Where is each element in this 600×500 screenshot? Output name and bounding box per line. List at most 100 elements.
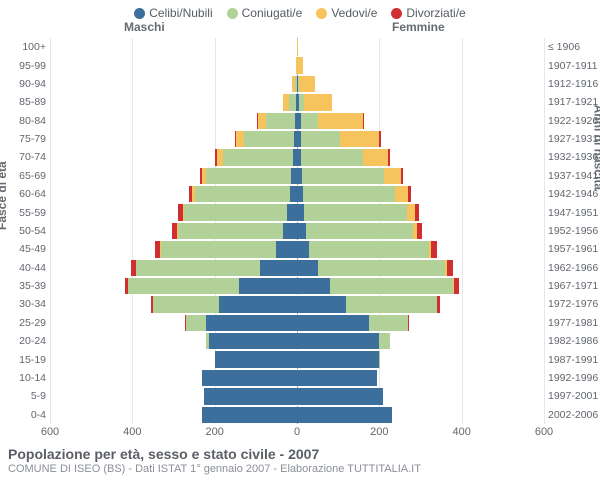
x-tick-label: 600	[535, 426, 553, 438]
bar-segment	[297, 241, 309, 257]
male-bar	[204, 388, 297, 404]
age-label: 90-94	[6, 78, 46, 90]
legend-dot-icon	[316, 8, 327, 19]
birth-year-label: 1982-1986	[548, 335, 600, 347]
birth-year-label: 1927-1931	[548, 133, 600, 145]
birth-year-label: 1922-1926	[548, 115, 600, 127]
female-bar	[297, 76, 315, 92]
bar-segment	[301, 113, 317, 129]
legend-item: Celibi/Nubili	[134, 6, 212, 20]
bar-segment	[415, 204, 419, 220]
legend-item: Coniugati/e	[227, 6, 303, 20]
female-bar	[297, 223, 422, 239]
pyramid-row: 100+≤ 1906	[50, 38, 544, 56]
bar-segment	[297, 370, 377, 386]
female-bar	[297, 57, 303, 73]
bar-segment	[301, 131, 340, 147]
male-bar	[257, 113, 297, 129]
birth-year-label: 1912-1916	[548, 78, 600, 90]
bar-segment	[178, 223, 283, 239]
population-pyramid-chart: Celibi/Nubili Coniugati/e Vedovi/e Divorzia…	[0, 0, 600, 500]
bar-segment	[340, 131, 379, 147]
pyramid-row: 75-791927-1931	[50, 130, 544, 148]
pyramid-row: 25-291977-1981	[50, 314, 544, 332]
bar-segment	[202, 370, 297, 386]
bar-segment	[363, 113, 364, 129]
bar-segment	[260, 260, 297, 276]
bar-segment	[276, 241, 297, 257]
bar-segment	[309, 241, 428, 257]
bar-segment	[299, 76, 315, 92]
age-label: 65-69	[6, 170, 46, 182]
bar-segment	[304, 94, 333, 110]
pyramid-row: 65-691937-1941	[50, 167, 544, 185]
female-bar	[297, 315, 409, 331]
male-bar	[155, 241, 297, 257]
pyramid-row: 60-641942-1946	[50, 185, 544, 203]
pyramid-row: 45-491957-1961	[50, 240, 544, 258]
bar-segment	[388, 149, 390, 165]
header-male: Maschi	[124, 20, 165, 34]
bar-segment	[407, 204, 414, 220]
bar-segment	[363, 149, 388, 165]
birth-year-label: 1932-1936	[548, 151, 600, 163]
x-tick-label: 400	[452, 426, 470, 438]
column-headers: Maschi Femmine	[0, 20, 600, 38]
legend-label: Divorziati/e	[406, 6, 465, 20]
chart-footer: Popolazione per età, sesso e stato civil…	[0, 440, 600, 475]
legend-dot-icon	[134, 8, 145, 19]
bar-segment	[283, 223, 297, 239]
bar-segment	[297, 204, 304, 220]
bar-segment	[161, 241, 276, 257]
pyramid-row: 10-141992-1996	[50, 369, 544, 387]
male-bar	[172, 223, 297, 239]
legend-item: Divorziati/e	[391, 6, 465, 20]
birth-year-label: 2002-2006	[548, 409, 600, 421]
bar-segment	[297, 223, 306, 239]
bar-segment	[306, 223, 413, 239]
birth-year-label: 1987-1991	[548, 354, 600, 366]
female-bar	[297, 388, 383, 404]
pyramid-row: 80-841922-1926	[50, 112, 544, 130]
legend-label: Vedovi/e	[331, 6, 377, 20]
bar-segment	[346, 296, 437, 312]
bar-segment	[318, 260, 446, 276]
female-bar	[297, 260, 453, 276]
bar-segment	[219, 296, 297, 312]
age-label: 35-39	[6, 280, 46, 292]
bar-segment	[318, 113, 363, 129]
pyramid-row: 55-591947-1951	[50, 203, 544, 221]
age-label: 85-89	[6, 96, 46, 108]
birth-year-label: 1942-1946	[548, 188, 600, 200]
female-bar	[297, 131, 381, 147]
male-bar	[189, 186, 297, 202]
bar-segment	[417, 223, 422, 239]
female-bar	[297, 370, 377, 386]
bar-segment	[258, 113, 266, 129]
x-axis: 6004002000200400600	[50, 424, 544, 440]
bar-segment	[204, 388, 297, 404]
bar-segment	[408, 186, 411, 202]
female-bar	[297, 296, 440, 312]
bar-segment	[215, 351, 297, 367]
pyramid-row: 35-391967-1971	[50, 277, 544, 295]
male-bar	[215, 351, 297, 367]
plot-area: 100+≤ 190695-991907-191190-941912-191685…	[50, 38, 544, 424]
bar-segment	[297, 296, 346, 312]
age-label: 20-24	[6, 335, 46, 347]
pyramid-row: 5-91997-2001	[50, 387, 544, 405]
bar-segment	[297, 315, 369, 331]
bar-segment	[236, 131, 244, 147]
male-bar	[215, 149, 297, 165]
pyramid-row: 0-42002-2006	[50, 406, 544, 424]
age-label: 30-34	[6, 298, 46, 310]
female-bar	[297, 94, 332, 110]
birth-year-label: ≤ 1906	[548, 41, 600, 53]
birth-year-label: 1997-2001	[548, 390, 600, 402]
grid-line	[544, 38, 545, 424]
bar-segment	[437, 296, 439, 312]
bar-segment	[447, 260, 453, 276]
male-bar	[235, 131, 297, 147]
pyramid-row: 95-991907-1911	[50, 56, 544, 74]
x-tick-label: 0	[294, 426, 300, 438]
